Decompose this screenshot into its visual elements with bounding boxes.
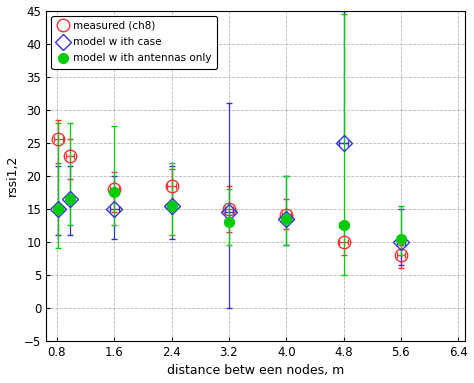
measured (ch8) xyxy=(67,154,73,158)
model w ith antennas only xyxy=(226,220,232,224)
Y-axis label: rssi1,2: rssi1,2 xyxy=(6,155,18,196)
measured (ch8) xyxy=(111,187,117,192)
Line: model w ith case: model w ith case xyxy=(53,137,406,247)
measured (ch8) xyxy=(398,253,404,257)
model w ith case xyxy=(226,210,232,214)
model w ith antennas only xyxy=(169,203,174,208)
model w ith case xyxy=(111,206,117,211)
model w ith antennas only xyxy=(111,190,117,195)
model w ith case xyxy=(341,141,346,145)
model w ith antennas only xyxy=(398,236,404,241)
model w ith antennas only xyxy=(55,206,61,211)
Line: model w ith antennas only: model w ith antennas only xyxy=(54,187,406,244)
Line: measured (ch8): measured (ch8) xyxy=(52,133,407,261)
model w ith case xyxy=(283,216,289,221)
measured (ch8) xyxy=(55,137,61,142)
model w ith case xyxy=(67,196,73,201)
measured (ch8) xyxy=(341,240,346,244)
X-axis label: distance betw een nodes, m: distance betw een nodes, m xyxy=(167,365,345,377)
model w ith case xyxy=(55,206,61,211)
measured (ch8) xyxy=(226,206,232,211)
model w ith case xyxy=(169,203,174,208)
model w ith case xyxy=(398,240,404,244)
model w ith antennas only xyxy=(341,223,346,228)
model w ith antennas only xyxy=(283,216,289,221)
measured (ch8) xyxy=(283,213,289,218)
Legend: measured (ch8), model w ith case, model w ith antennas only: measured (ch8), model w ith case, model … xyxy=(52,16,217,69)
measured (ch8) xyxy=(169,183,174,188)
model w ith antennas only xyxy=(67,196,73,201)
